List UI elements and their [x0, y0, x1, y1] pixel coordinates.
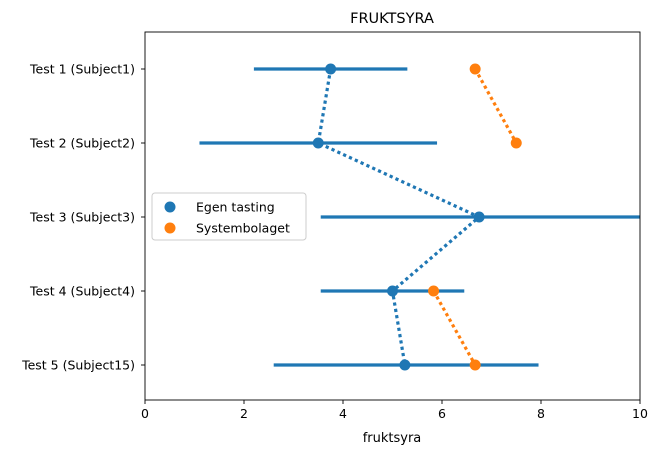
y-axis: Test 1 (Subject1) Test 2 (Subject2) Test 3… — [21, 62, 145, 373]
plot-frame — [144, 31, 641, 401]
y-tick-label-4: Test 5 (Subject15) — [21, 358, 135, 373]
x-tick-label-2: 4 — [339, 406, 347, 421]
point-systembolaget-2 — [510, 137, 522, 149]
x-axis-title: fruktsyra — [363, 431, 422, 446]
legend-marker-2 — [164, 222, 176, 234]
y-tick-label-2: Test 3 (Subject3) — [29, 210, 135, 225]
point-egen-tasting-5 — [399, 359, 411, 371]
series-line-systembolaget-1 — [473, 68, 518, 144]
legend-box — [151, 192, 307, 241]
y-tick-label-3: Test 4 (Subject4) — [29, 284, 135, 299]
point-systembolaget-1 — [469, 63, 481, 75]
chart-title: FRUKTSYRA — [350, 11, 434, 27]
legend-label-2: Systembolaget — [196, 221, 290, 236]
y-tick-label-0: Test 1 (Subject1) — [29, 62, 135, 77]
x-tick-label-3: 6 — [438, 406, 446, 421]
legend: Egen tasting Systembolaget — [151, 192, 307, 241]
x-tick-label-4: 8 — [537, 406, 545, 421]
legend-marker-1 — [164, 201, 176, 213]
x-tick-label-5: 10 — [632, 406, 648, 421]
point-egen-tasting-2 — [312, 137, 324, 149]
data-layer — [199, 63, 640, 371]
y-tick-label-1: Test 2 (Subject2) — [29, 136, 135, 151]
point-egen-tasting-4 — [387, 285, 398, 297]
point-egen-tasting-3 — [473, 211, 485, 223]
legend-label-1: Egen tasting — [196, 200, 275, 215]
point-egen-tasting-1 — [325, 63, 337, 75]
x-tick-label-0: 0 — [141, 406, 149, 421]
x-axis: 0 2 4 6 8 10 — [141, 400, 648, 421]
x-tick-label-1: 2 — [240, 406, 248, 421]
point-systembolaget-5 — [469, 359, 481, 371]
point-systembolaget-4 — [428, 285, 440, 297]
series-line-systembolaget-2 — [432, 290, 477, 366]
